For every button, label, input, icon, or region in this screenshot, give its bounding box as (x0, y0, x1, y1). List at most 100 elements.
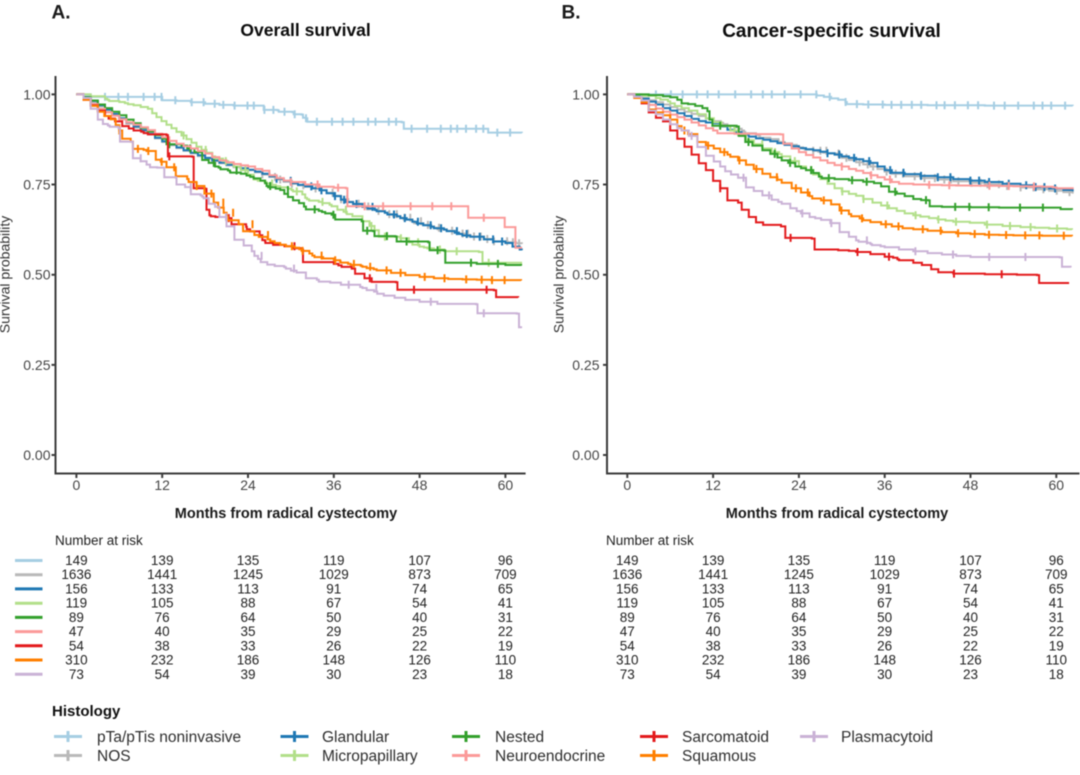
svg-text:Overall survival: Overall survival (240, 20, 370, 40)
svg-text:47: 47 (620, 624, 635, 639)
svg-text:89: 89 (620, 610, 635, 625)
svg-text:35: 35 (240, 624, 255, 639)
svg-text:110: 110 (495, 653, 517, 668)
svg-text:29: 29 (326, 624, 341, 639)
svg-text:65: 65 (1049, 581, 1064, 596)
svg-text:73: 73 (69, 667, 84, 682)
svg-text:22: 22 (963, 638, 978, 653)
svg-text:60: 60 (498, 477, 514, 493)
svg-text:1029: 1029 (870, 567, 900, 582)
svg-text:91: 91 (877, 581, 892, 596)
svg-text:873: 873 (408, 567, 431, 582)
svg-text:1245: 1245 (233, 567, 263, 582)
svg-text:26: 26 (326, 638, 341, 653)
svg-text:1441: 1441 (147, 567, 177, 582)
svg-text:0.25: 0.25 (23, 357, 50, 373)
svg-text:30: 30 (877, 667, 892, 682)
svg-text:0.50: 0.50 (572, 267, 599, 283)
svg-text:133: 133 (702, 581, 725, 596)
svg-text:135: 135 (788, 553, 811, 568)
svg-text:Number at risk: Number at risk (606, 533, 694, 548)
svg-text:Months from radical cystectomy: Months from radical cystectomy (726, 506, 948, 522)
svg-text:40: 40 (412, 610, 427, 625)
svg-text:1.00: 1.00 (23, 86, 50, 102)
svg-text:Survival probability: Survival probability (551, 216, 567, 334)
svg-text:54: 54 (412, 596, 428, 611)
svg-text:96: 96 (1049, 553, 1064, 568)
svg-text:156: 156 (616, 581, 639, 596)
svg-text:139: 139 (151, 553, 174, 568)
svg-text:76: 76 (155, 610, 170, 625)
svg-text:0.00: 0.00 (23, 447, 50, 463)
svg-text:0: 0 (73, 477, 81, 493)
svg-text:133: 133 (151, 581, 174, 596)
svg-text:12: 12 (154, 477, 170, 493)
svg-text:40: 40 (706, 624, 721, 639)
svg-text:22: 22 (412, 638, 427, 653)
svg-text:35: 35 (791, 624, 806, 639)
svg-text:38: 38 (155, 638, 170, 653)
svg-text:105: 105 (151, 596, 174, 611)
svg-text:67: 67 (326, 596, 341, 611)
svg-text:60: 60 (1048, 477, 1064, 493)
svg-text:232: 232 (151, 653, 174, 668)
svg-text:119: 119 (617, 596, 639, 611)
svg-text:149: 149 (616, 553, 639, 568)
svg-text:186: 186 (237, 653, 260, 668)
svg-text:149: 149 (65, 553, 88, 568)
svg-text:88: 88 (240, 596, 255, 611)
svg-text:64: 64 (791, 610, 807, 625)
svg-text:41: 41 (1049, 596, 1064, 611)
svg-text:110: 110 (1046, 653, 1068, 668)
svg-text:64: 64 (240, 610, 256, 625)
svg-text:22: 22 (1049, 624, 1064, 639)
svg-text:25: 25 (963, 624, 978, 639)
svg-text:NOS: NOS (97, 748, 131, 765)
svg-text:Micropapillary: Micropapillary (322, 748, 418, 765)
svg-text:89: 89 (69, 610, 84, 625)
svg-text:19: 19 (1049, 638, 1064, 653)
svg-text:36: 36 (326, 477, 342, 493)
svg-text:76: 76 (706, 610, 721, 625)
svg-text:156: 156 (65, 581, 88, 596)
svg-text:135: 135 (237, 553, 260, 568)
svg-text:54: 54 (963, 596, 979, 611)
svg-text:148: 148 (873, 653, 896, 668)
svg-text:88: 88 (791, 596, 806, 611)
svg-text:113: 113 (788, 581, 810, 596)
svg-text:41: 41 (498, 596, 513, 611)
svg-text:48: 48 (963, 477, 979, 493)
svg-text:24: 24 (791, 477, 807, 493)
svg-text:232: 232 (702, 653, 725, 668)
svg-text:26: 26 (877, 638, 892, 653)
svg-text:310: 310 (616, 653, 639, 668)
svg-text:30: 30 (326, 667, 341, 682)
svg-text:39: 39 (791, 667, 806, 682)
svg-text:40: 40 (963, 610, 978, 625)
svg-text:0.75: 0.75 (572, 177, 599, 193)
svg-text:50: 50 (877, 610, 892, 625)
svg-text:186: 186 (788, 653, 811, 668)
svg-text:pTa/pTis noninvasive: pTa/pTis noninvasive (97, 729, 241, 746)
svg-text:A.: A. (52, 3, 71, 24)
svg-text:1245: 1245 (784, 567, 814, 582)
svg-text:0.75: 0.75 (23, 177, 50, 193)
svg-text:40: 40 (155, 624, 170, 639)
svg-text:B.: B. (562, 3, 581, 24)
svg-text:23: 23 (963, 667, 978, 682)
svg-text:Months from radical cystectomy: Months from radical cystectomy (175, 506, 397, 522)
svg-text:126: 126 (959, 653, 982, 668)
svg-text:0.00: 0.00 (572, 447, 599, 463)
svg-text:Neuroendocrine: Neuroendocrine (495, 748, 605, 765)
svg-text:105: 105 (702, 596, 725, 611)
svg-text:74: 74 (412, 581, 428, 596)
svg-text:126: 126 (408, 653, 431, 668)
svg-text:Nested: Nested (495, 729, 544, 746)
svg-text:39: 39 (240, 667, 255, 682)
svg-text:1636: 1636 (612, 567, 642, 582)
svg-text:73: 73 (620, 667, 635, 682)
svg-text:Cancer-specific survival: Cancer-specific survival (722, 21, 941, 42)
svg-text:47: 47 (69, 624, 84, 639)
svg-text:119: 119 (66, 596, 88, 611)
svg-text:0.25: 0.25 (572, 357, 599, 373)
